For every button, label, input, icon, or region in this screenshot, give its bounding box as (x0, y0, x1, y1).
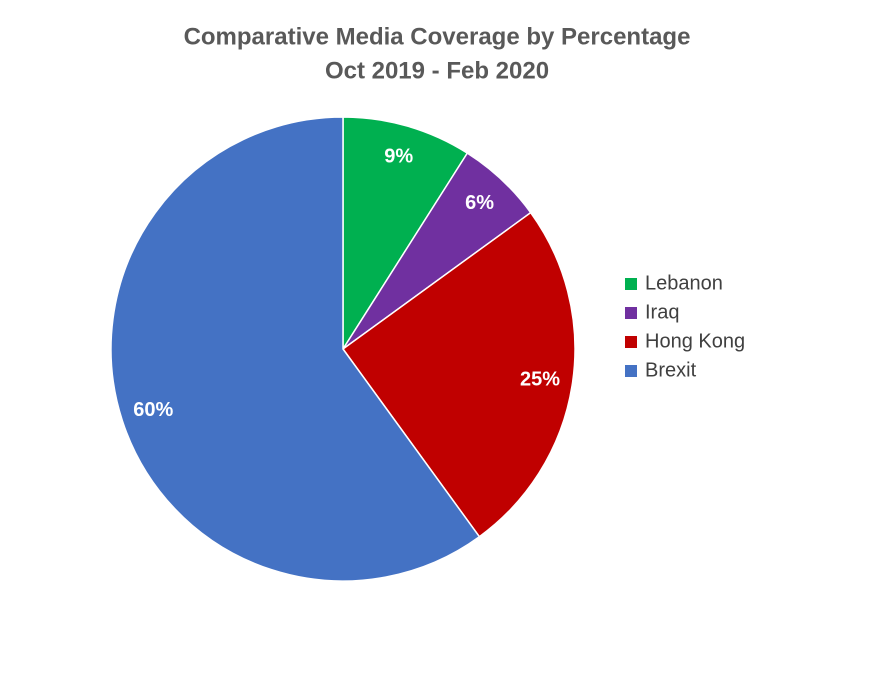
legend-label: Brexit (645, 359, 697, 381)
legend-swatch (625, 365, 637, 377)
chart-title: Comparative Media Coverage by Percentage (184, 23, 691, 50)
legend-label: Hong Kong (645, 330, 745, 352)
data-label: 25% (520, 368, 560, 390)
pie-slice (110, 116, 481, 582)
data-label: 60% (133, 399, 173, 421)
legend-label: Lebanon (645, 272, 723, 294)
legend-swatch (625, 336, 637, 348)
data-label: 9% (384, 146, 413, 168)
pie-slice (341, 211, 576, 538)
legend-label: Iraq (645, 301, 679, 323)
legend-swatch (625, 307, 637, 319)
pie-slice (342, 116, 469, 352)
chart-subtitle: Oct 2019 - Feb 2020 (325, 57, 549, 84)
data-label: 6% (465, 192, 494, 214)
legend-swatch (625, 278, 637, 290)
